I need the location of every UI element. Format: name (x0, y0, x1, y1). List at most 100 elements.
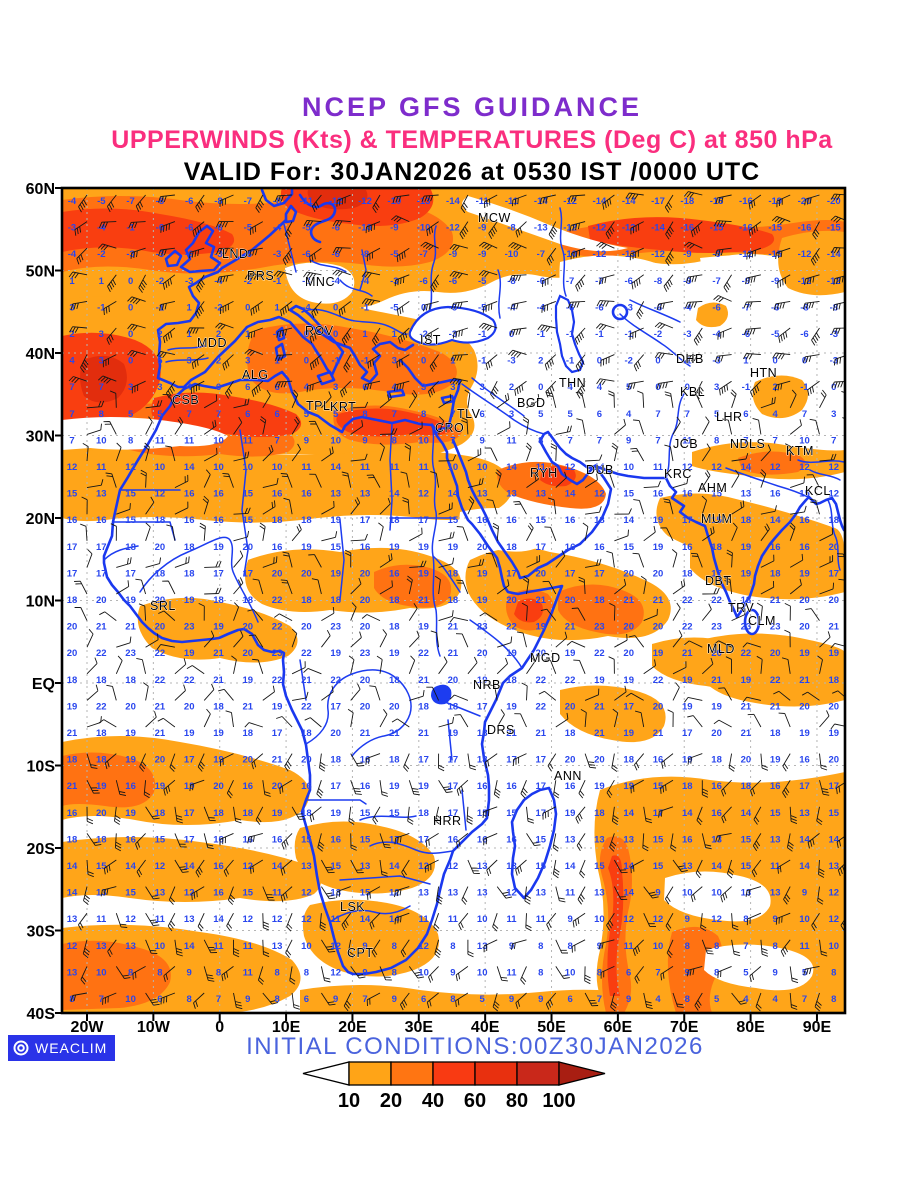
svg-text:6: 6 (743, 409, 748, 420)
svg-text:19: 19 (741, 675, 752, 686)
title-model: NCEP GFS GUIDANCE (301, 92, 643, 122)
svg-text:7: 7 (685, 409, 690, 420)
svg-text:4: 4 (655, 994, 661, 1005)
svg-text:-9: -9 (683, 249, 691, 260)
svg-text:18: 18 (184, 542, 195, 553)
station-label: CPT (347, 946, 374, 960)
svg-text:12: 12 (243, 861, 254, 872)
svg-text:2: 2 (216, 329, 221, 340)
svg-text:19: 19 (213, 542, 224, 553)
svg-text:21: 21 (565, 622, 576, 633)
lon-tick-label: 60E (604, 1019, 633, 1036)
svg-text:-8: -8 (214, 196, 222, 207)
station-label: ANN (554, 769, 582, 783)
svg-text:-1: -1 (97, 302, 106, 313)
svg-text:21: 21 (536, 595, 547, 606)
svg-text:16: 16 (96, 515, 107, 526)
svg-text:10: 10 (477, 967, 488, 978)
svg-text:17: 17 (272, 728, 283, 739)
svg-text:11: 11 (506, 435, 517, 446)
svg-text:21: 21 (155, 728, 166, 739)
svg-text:18: 18 (477, 728, 488, 739)
svg-text:18: 18 (96, 675, 107, 686)
svg-text:22: 22 (301, 701, 312, 712)
svg-text:14: 14 (389, 861, 400, 872)
svg-text:-12: -12 (329, 196, 343, 207)
svg-text:19: 19 (477, 568, 488, 579)
svg-text:0: 0 (128, 276, 133, 287)
svg-text:22: 22 (155, 675, 166, 686)
svg-text:-11: -11 (476, 196, 490, 207)
svg-text:20: 20 (360, 568, 371, 579)
svg-text:0: 0 (597, 356, 602, 367)
svg-text:14: 14 (330, 462, 341, 473)
svg-text:9: 9 (773, 967, 778, 978)
svg-text:-1: -1 (683, 356, 692, 367)
svg-text:-7: -7 (537, 249, 545, 260)
svg-text:1: 1 (69, 276, 75, 287)
svg-text:10: 10 (213, 435, 224, 446)
svg-text:13: 13 (125, 941, 136, 952)
svg-text:19: 19 (741, 568, 752, 579)
svg-text:0: 0 (802, 356, 807, 367)
svg-text:3: 3 (128, 382, 133, 393)
svg-text:15: 15 (536, 515, 547, 526)
svg-text:18: 18 (829, 675, 840, 686)
svg-text:21: 21 (770, 595, 781, 606)
station-label: KTM (786, 444, 814, 458)
svg-text:17: 17 (448, 808, 459, 819)
lat-tick-label: 60N (26, 181, 55, 198)
title-fields: UPPERWINDS (Kts) & TEMPERATURES (Deg C) … (111, 126, 833, 154)
svg-text:5: 5 (304, 409, 310, 420)
svg-text:-6: -6 (214, 223, 222, 234)
svg-text:16: 16 (799, 542, 810, 553)
svg-text:14: 14 (623, 808, 634, 819)
svg-text:19: 19 (184, 595, 195, 606)
svg-text:1: 1 (187, 302, 193, 313)
svg-text:20: 20 (565, 755, 576, 766)
svg-text:-9: -9 (712, 249, 720, 260)
svg-text:12: 12 (711, 914, 722, 925)
svg-text:4: 4 (187, 382, 193, 393)
svg-text:21: 21 (67, 728, 78, 739)
svg-text:-10: -10 (358, 223, 372, 234)
svg-text:8: 8 (274, 994, 279, 1005)
svg-text:-1: -1 (624, 329, 633, 340)
svg-text:22: 22 (301, 648, 312, 659)
svg-text:17: 17 (477, 701, 488, 712)
svg-text:18: 18 (389, 622, 400, 633)
svg-text:10: 10 (213, 462, 224, 473)
svg-text:16: 16 (213, 515, 224, 526)
svg-text:16: 16 (360, 542, 371, 553)
svg-text:0: 0 (128, 302, 133, 313)
svg-text:10: 10 (96, 435, 107, 446)
svg-text:10: 10 (682, 888, 693, 899)
svg-text:18: 18 (272, 515, 283, 526)
svg-text:7: 7 (99, 994, 104, 1005)
svg-text:22: 22 (536, 701, 547, 712)
svg-text:19: 19 (418, 568, 429, 579)
field-annotations: -4 -5 -7 -8 -6 -8 -7 -8 -11 -12 -12 -10 -13 -14 -11 -11… (67, 191, 845, 1012)
svg-text:18: 18 (155, 808, 166, 819)
svg-text:-12: -12 (446, 223, 460, 234)
svg-text:17: 17 (536, 781, 547, 792)
svg-text:11: 11 (565, 888, 576, 899)
colorbar-tick-label: 80 (506, 1090, 528, 1112)
svg-text:19: 19 (301, 542, 312, 553)
svg-text:5: 5 (743, 967, 749, 978)
svg-text:18: 18 (741, 595, 752, 606)
svg-text:14: 14 (184, 941, 195, 952)
svg-text:16: 16 (125, 834, 136, 845)
svg-text:10: 10 (799, 435, 810, 446)
svg-text:19: 19 (623, 728, 634, 739)
svg-text:16: 16 (477, 834, 488, 845)
svg-text:14: 14 (741, 462, 752, 473)
station-label: SRL (150, 599, 176, 613)
svg-text:19: 19 (682, 701, 693, 712)
svg-text:12: 12 (448, 861, 459, 872)
svg-text:19: 19 (184, 781, 195, 792)
svg-text:7: 7 (450, 409, 455, 420)
axis-labels: 60N 50N 40N 30N 20N 10N EQ 10S 20S 30S 40S 20W 10W 0 1… (26, 181, 832, 1036)
svg-text:14: 14 (125, 861, 136, 872)
svg-text:18: 18 (96, 755, 107, 766)
